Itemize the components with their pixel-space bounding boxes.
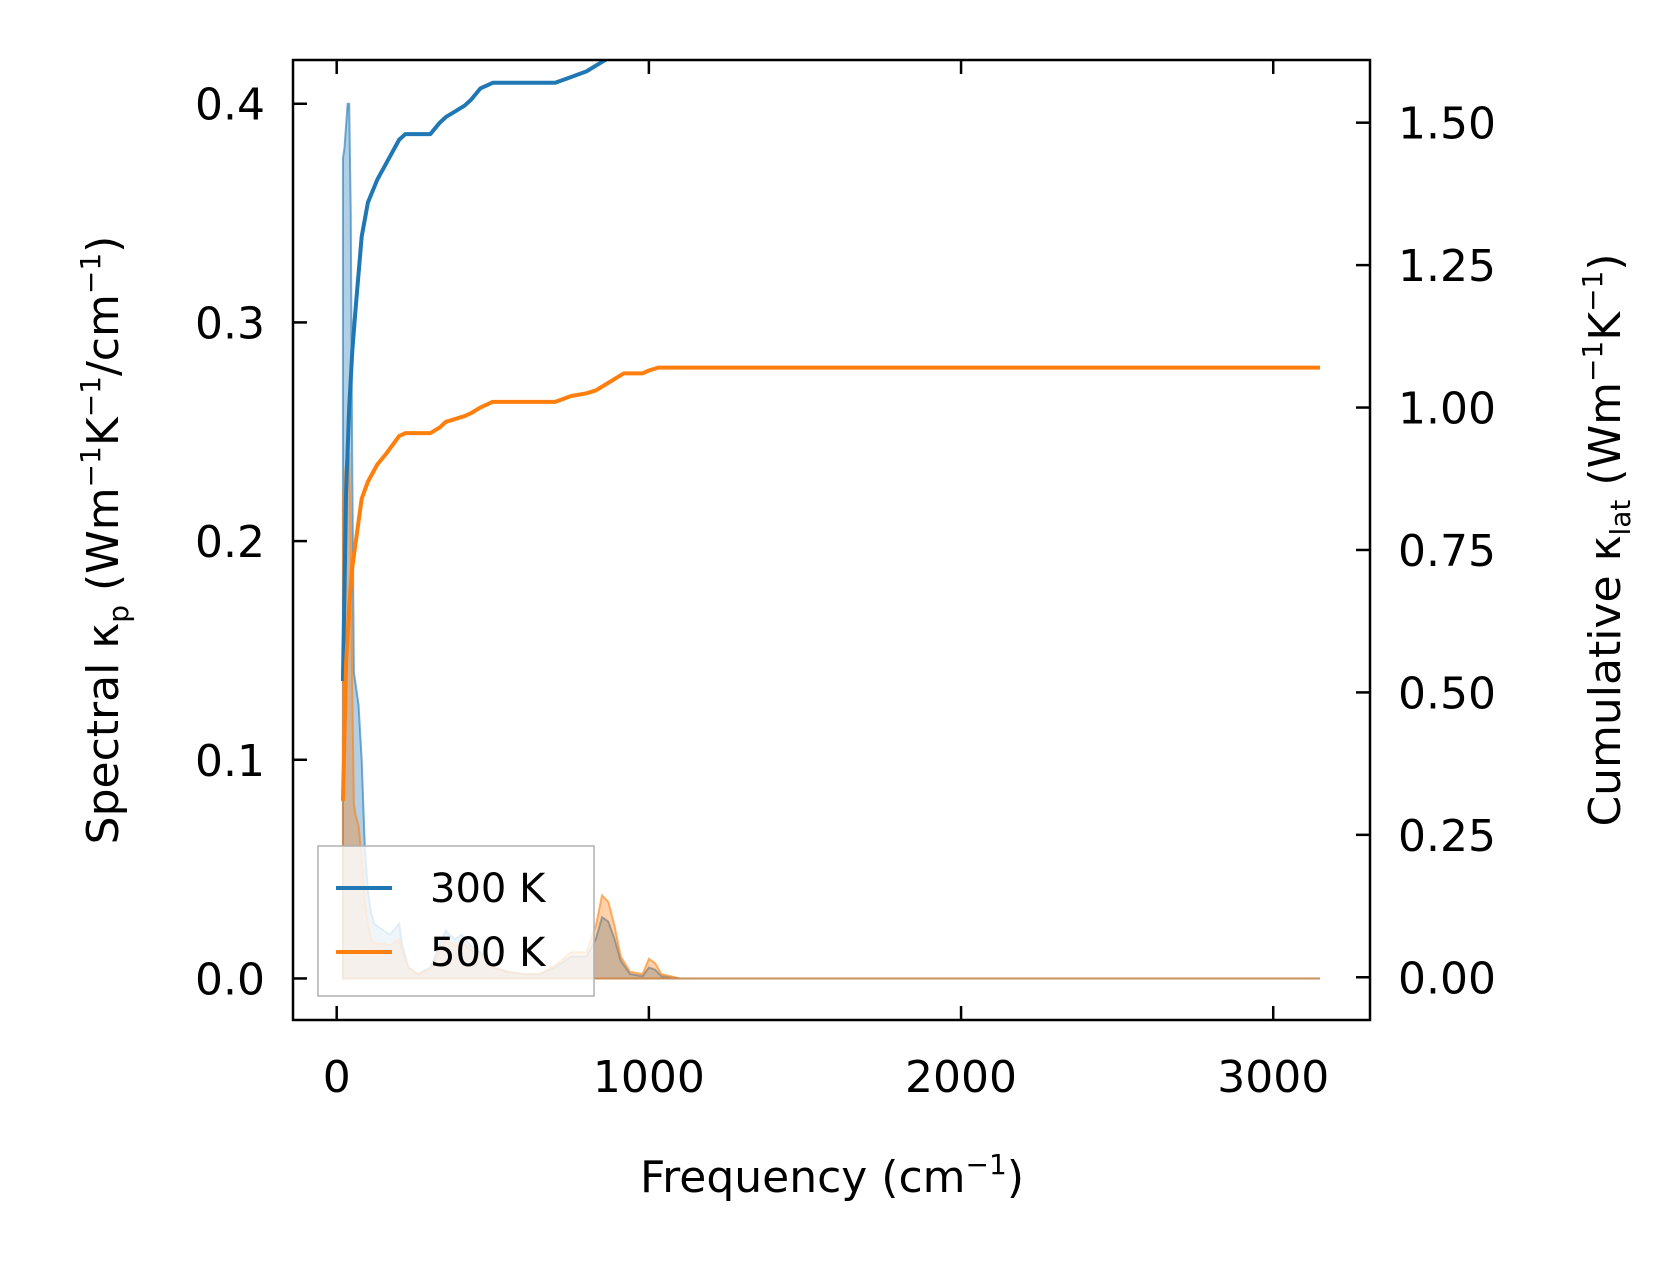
y-left-tick-label: 0.4 [195,80,265,131]
y-axis-left-label: Spectral κp (Wm−1K−1/cm−1) [74,236,135,845]
cumulative-line-500k [340,365,1321,801]
x-axis-label: Frequency (cm−1) [640,1148,1024,1203]
y-right-tick-label: 1.50 [1398,99,1496,150]
legend: 300 K 500 K [317,845,595,997]
x-tick-label: 2000 [905,1052,1017,1103]
y-right-tick-label: 0.50 [1398,668,1496,719]
legend-box [317,845,595,997]
y-left-tick-label: 0.1 [195,736,265,787]
y-left-tick-label: 0.3 [195,298,265,349]
legend-label-500k: 500 K [430,930,547,976]
y-left-tick-label: 0.2 [195,517,265,568]
legend-label-300k: 300 K [430,866,547,912]
y-right-tick-label: 0.75 [1398,526,1496,577]
plot-area [340,60,1321,980]
y-left-tick-label: 0.0 [195,954,265,1005]
cumulative-line-300k [340,60,610,682]
x-tick-label: 1000 [593,1052,705,1103]
axis-ticks: 0 1000 2000 3000 0.0 0.1 0.2 0.3 0.4 0.00 0.25 0.50… [195,60,1496,1103]
x-tick-label: 3000 [1217,1052,1329,1103]
y-right-tick-label: 0.00 [1398,953,1496,1004]
y-right-tick-label: 0.25 [1398,811,1496,862]
y-right-tick-label: 1.00 [1398,384,1496,435]
x-tick-label: 0 [323,1052,351,1103]
y-right-tick-label: 1.25 [1398,241,1496,292]
y-axis-right-label: Cumulative κlat (Wm−1K−1) [1576,253,1637,826]
